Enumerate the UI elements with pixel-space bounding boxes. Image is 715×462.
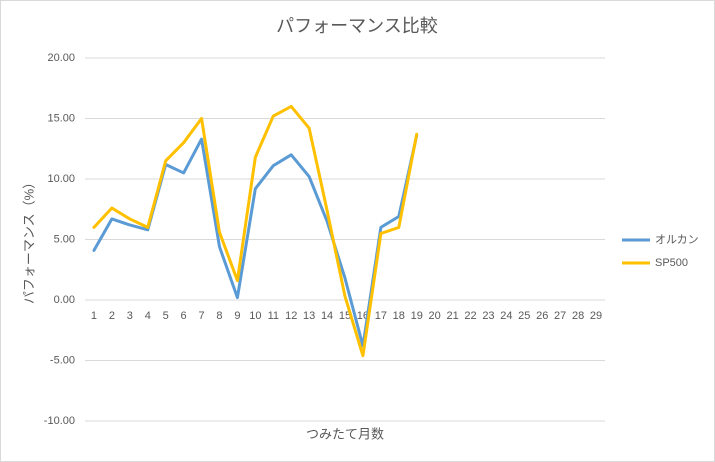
y-tick-label: 20.00: [47, 52, 75, 64]
x-tick-label: 11: [268, 310, 279, 322]
x-tick-label: 29: [590, 310, 602, 322]
x-tick-label: 13: [303, 310, 315, 322]
y-tick-label: 15.00: [47, 112, 75, 124]
legend-label: オルカン: [655, 233, 699, 246]
x-tick-label: 15: [339, 310, 351, 322]
y-tick-label: 10.00: [47, 173, 75, 185]
x-tick-label: 25: [518, 310, 530, 322]
x-tick-label: 20: [429, 310, 441, 322]
x-tick-label: 24: [500, 310, 512, 322]
x-tick-label: 10: [249, 310, 261, 322]
y-tick-label: -10.00: [44, 415, 75, 427]
x-tick-label: 6: [181, 310, 187, 322]
x-tick-label: 22: [464, 310, 476, 322]
x-tick-label: 18: [393, 310, 405, 322]
y-axis-title: パフォーマンス（%）: [21, 176, 36, 304]
x-tick-label: 17: [375, 310, 387, 322]
x-tick-label: 9: [234, 310, 240, 322]
x-tick-label: 7: [198, 310, 204, 322]
x-tick-label: 1: [91, 310, 97, 322]
x-tick-label: 19: [411, 310, 423, 322]
x-tick-label: 21: [446, 310, 458, 322]
y-tick-label: -5.00: [50, 354, 75, 366]
x-tick-label: 8: [216, 310, 222, 322]
x-tick-label: 28: [572, 310, 584, 322]
x-tick-label: 2: [109, 310, 115, 322]
y-tick-label: 5.00: [54, 233, 75, 245]
x-tick-label: 14: [321, 310, 333, 322]
x-tick-label: 27: [554, 310, 566, 322]
x-tick-label: 5: [163, 310, 169, 322]
legend-label: SP500: [655, 257, 688, 269]
x-tick-label: 3: [127, 310, 133, 322]
x-tick-label: 12: [285, 310, 297, 322]
x-tick-label: 4: [145, 310, 151, 322]
series-line: [92, 104, 419, 358]
x-tick-label: 23: [482, 310, 494, 322]
x-tick-label: 26: [536, 310, 548, 322]
y-tick-label: 0.00: [54, 294, 75, 306]
chart-title: パフォーマンス比較: [276, 16, 438, 36]
x-axis-title: つみたて月数: [306, 426, 384, 441]
